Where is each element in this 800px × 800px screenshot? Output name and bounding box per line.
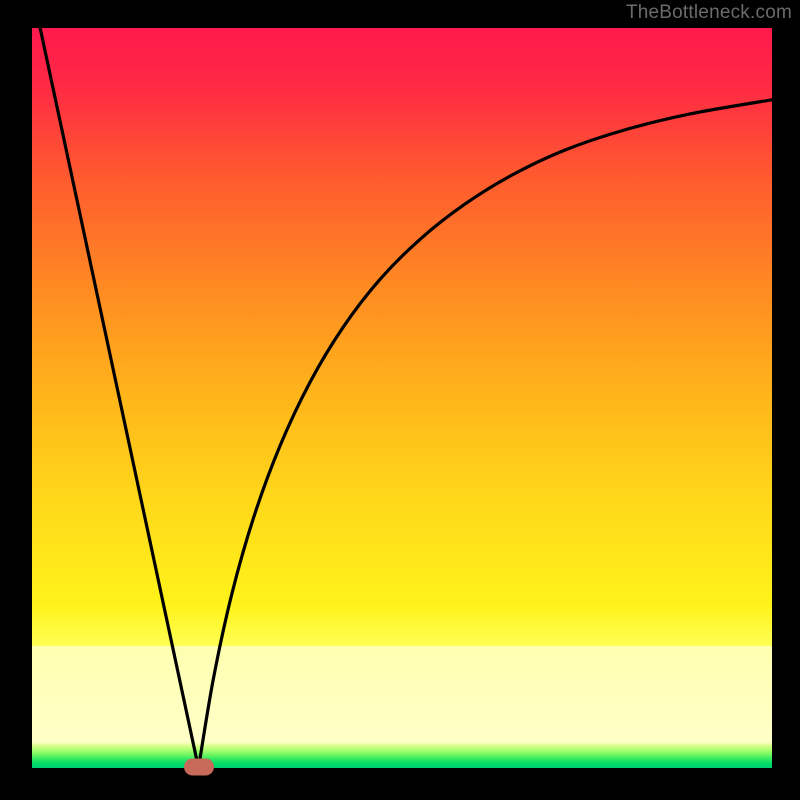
- curve-path: [40, 28, 772, 768]
- chart-frame: TheBottleneck.com: [0, 0, 800, 800]
- watermark-text: TheBottleneck.com: [626, 2, 792, 24]
- bottleneck-curve: [32, 28, 772, 768]
- plot-area: [32, 28, 772, 768]
- optimum-marker: [184, 758, 214, 775]
